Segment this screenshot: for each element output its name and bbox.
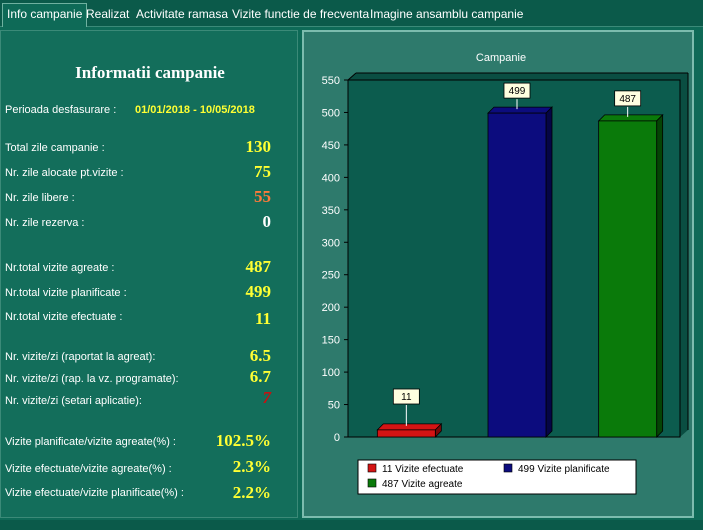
y-tick-label: 450 (322, 140, 340, 152)
y-tick-label: 350 (322, 205, 340, 217)
vizite-zi-agreat-label: Nr. vizite/zi (raportat la agreat): (5, 351, 156, 363)
zile-alocate-value: 75 (254, 162, 271, 181)
legend-item: 11 Vizite efectuate (382, 464, 464, 475)
vizite-zi-programate-value: 6.7 (249, 367, 271, 386)
zile-rezerva-value: 0 (262, 212, 272, 231)
vizite-zi-setari-label: Nr. vizite/zi (setari aplicatie): (5, 395, 142, 407)
info-panel: Informatii campanie Perioada desfasurare… (0, 30, 298, 518)
vizite-zi-setari-value: 7 (262, 388, 272, 407)
efectuate-agreate-pct-label: Vizite efectuate/vizite agreate(%) : (5, 463, 172, 475)
bar-top-face (487, 106, 553, 114)
vizite-efectuate-label: Nr.total vizite efectuate : (5, 311, 123, 323)
legend-swatch (503, 463, 513, 473)
tab-imagine-ansamblu-campanie[interactable]: Imagine ansamblu campanie (370, 7, 524, 21)
bar-top-face (376, 423, 443, 431)
legend-swatch (367, 463, 377, 473)
data-label: 11 (401, 392, 412, 403)
data-label: 487 (619, 94, 636, 105)
bar-top-face (597, 114, 664, 122)
chart-title: Campanie (476, 52, 526, 64)
bar (487, 112, 547, 438)
y-tick-label: 50 (328, 400, 340, 412)
vizite-zi-agreat-value: 6.5 (249, 346, 271, 365)
tab-info-campanie[interactable]: Info campanie (2, 3, 88, 27)
bar (376, 429, 436, 438)
zile-alocate-label: Nr. zile alocate pt.vizite : (5, 167, 124, 179)
y-tick-label: 100 (322, 367, 340, 379)
efectuate-planificate-pct-label: Vizite efectuate/vizite planificate(%) : (5, 487, 184, 499)
period-value: 01/01/2018 - 10/05/2018 (135, 104, 255, 116)
data-label-box (614, 90, 642, 107)
efectuate-agreate-pct-value: 2.3% (232, 457, 271, 476)
vizite-planificate-label: Nr.total vizite planificate : (5, 287, 127, 299)
vizite-agreate-label: Nr.total vizite agreate : (5, 262, 115, 274)
y-tick-label: 300 (322, 237, 340, 249)
zile-libere-label: Nr. zile libere : (5, 192, 75, 204)
total-zile-label: Total zile campanie : (5, 142, 105, 154)
legend-box (357, 459, 637, 495)
y-tick-label: 400 (322, 172, 340, 184)
period-label: Perioada desfasurare : (5, 104, 117, 116)
vizite-efectuate-value: 11 (254, 309, 271, 328)
bar (598, 120, 658, 438)
bar-side-face (656, 113, 664, 438)
y-tick-label: 550 (322, 75, 340, 87)
vizite-planificate-value: 499 (245, 282, 272, 301)
data-label: 499 (509, 86, 526, 97)
tab-bar: Info campanie Realizat Activitate ramasa… (0, 0, 703, 27)
legend-swatch (367, 478, 377, 488)
data-label-box (503, 82, 531, 99)
tab-realizat[interactable]: Realizat (86, 7, 130, 21)
legend-item: 499 Vizite planificate (518, 464, 610, 475)
bar-side-face (545, 106, 553, 438)
vizite-agreate-value: 487 (245, 257, 272, 276)
info-title: Informatii campanie (75, 63, 225, 82)
total-zile-value: 130 (245, 137, 272, 156)
zile-rezerva-label: Nr. zile rezerva : (5, 217, 85, 229)
plot-left-depth-edge (347, 72, 357, 81)
y-tick-label: 200 (322, 302, 340, 314)
legend-item: 487 Vizite agreate (382, 479, 463, 490)
bottom-strip (0, 520, 703, 530)
planificate-agreate-pct-value: 102.5% (215, 431, 271, 450)
y-tick-label: 150 (322, 335, 340, 347)
y-tick-label: 500 (322, 107, 340, 119)
tab-activitate-ramasa[interactable]: Activitate ramasa (136, 7, 229, 21)
data-label-box (392, 388, 420, 405)
y-tick-label: 0 (334, 432, 340, 444)
y-tick-label: 250 (322, 270, 340, 282)
vizite-zi-programate-label: Nr. vizite/zi (rap. la vz. programate): (5, 373, 179, 385)
tab-vizite-functie-de-frecventa[interactable]: Vizite functie de frecventa (232, 7, 370, 21)
zile-libere-value: 55 (254, 187, 271, 206)
efectuate-planificate-pct-value: 2.2% (232, 483, 271, 502)
planificate-agreate-pct-label: Vizite planificate/vizite agreate(%) : (5, 436, 176, 448)
